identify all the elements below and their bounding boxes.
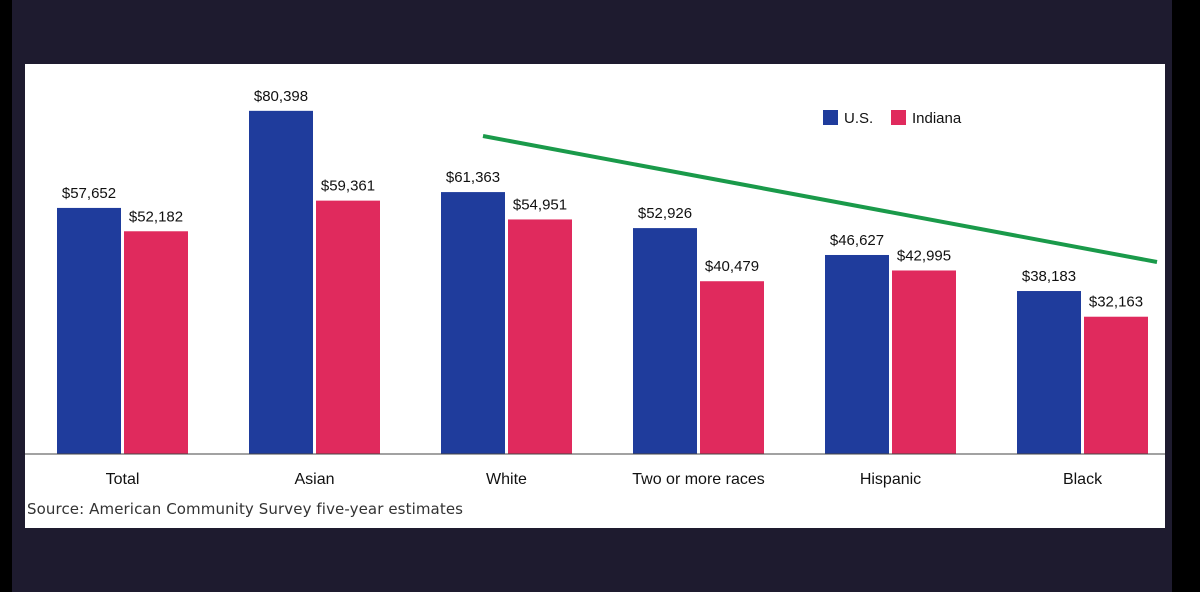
value-label-indiana-white: $54,951 (513, 196, 567, 213)
value-label-us-hispanic: $46,627 (830, 232, 884, 249)
legend-label-us: U.S. (844, 110, 873, 127)
bar-us-white (441, 192, 505, 454)
bar-us-hispanic (825, 254, 889, 454)
bar-us-asian (249, 110, 313, 455)
bar-chart: $57,652 $52,182 Total $80,398 $59,361 Asian $6… (25, 88, 1165, 488)
value-label-us-two-or-more-races: $52,926 (638, 205, 692, 222)
value-label-us-asian: $80,398 (254, 88, 308, 105)
category-label-hispanic: Hispanic (860, 471, 921, 488)
bar-us-two-or-more-races (633, 228, 697, 454)
bar-us-black (1017, 291, 1081, 454)
chart-panel: $57,652 $52,182 Total $80,398 $59,361 Asian $6… (25, 64, 1165, 528)
bar-indiana-two-or-more-races (700, 281, 764, 454)
value-label-indiana-hispanic: $42,995 (897, 247, 951, 264)
category-label-total: Total (106, 471, 140, 488)
value-label-indiana-total: $52,182 (129, 208, 183, 225)
category-label-white: White (486, 471, 527, 488)
value-label-indiana-black: $32,163 (1089, 294, 1143, 311)
value-label-indiana-two-or-more-races: $40,479 (705, 258, 759, 275)
bar-indiana-white (508, 219, 572, 454)
category-label-two-or-more-races: Two or more races (632, 471, 764, 488)
value-label-us-black: $38,183 (1022, 268, 1076, 285)
bar-indiana-asian (316, 200, 380, 454)
left-border (0, 0, 12, 592)
value-label-indiana-asian: $59,361 (321, 178, 375, 195)
value-label-us-total: $57,652 (62, 185, 116, 202)
bar-indiana-total (124, 231, 188, 454)
source-note: Source: American Community Survey five-y… (27, 500, 464, 518)
trend-annotation-line (482, 134, 1158, 264)
bar-us-total (57, 207, 121, 454)
category-label-black: Black (1063, 471, 1103, 488)
bar-indiana-black (1084, 316, 1148, 454)
legend-label-indiana: Indiana (912, 110, 962, 127)
value-label-us-white: $61,363 (446, 169, 500, 186)
bar-indiana-hispanic (892, 270, 956, 454)
legend-swatch-indiana (891, 110, 906, 125)
category-label-asian: Asian (294, 471, 334, 488)
legend-swatch-us (823, 110, 838, 125)
right-border (1172, 0, 1200, 592)
